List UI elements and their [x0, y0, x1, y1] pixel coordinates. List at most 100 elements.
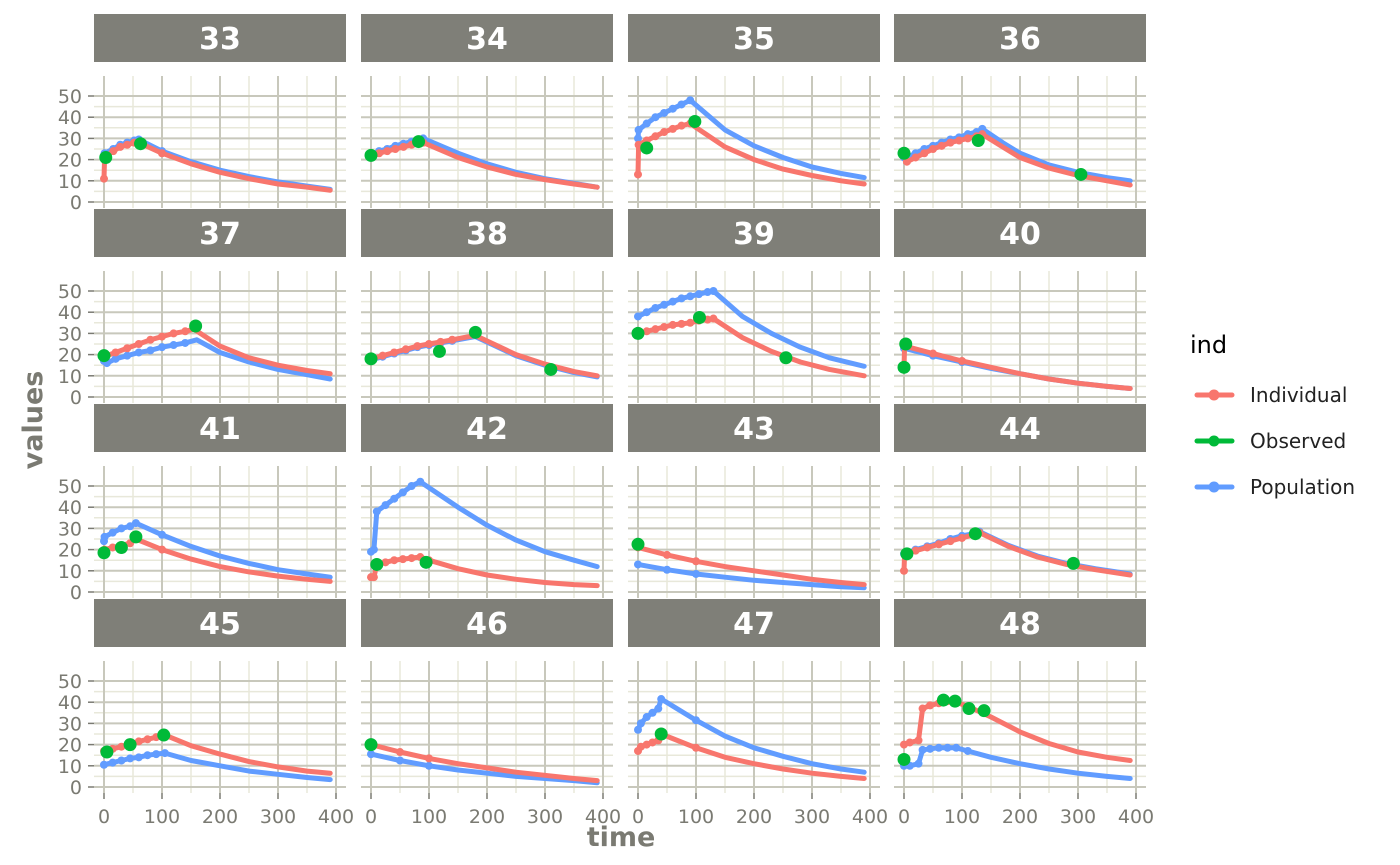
- population-point: [143, 751, 152, 760]
- facet-panel-38: 38: [361, 209, 613, 403]
- x-tick-label: 300: [260, 806, 296, 828]
- individual-point: [926, 701, 935, 710]
- facet-panel-46: 46 0 100 200 300 400: [361, 599, 621, 828]
- population-point: [634, 134, 642, 143]
- observed-point: [544, 362, 558, 376]
- x-tick-label: 300: [794, 806, 830, 828]
- facet-strip-label: 37: [199, 217, 241, 252]
- population-point: [642, 308, 651, 317]
- facet-strip: [628, 14, 880, 62]
- individual-point: [109, 147, 118, 156]
- individual-point: [117, 742, 126, 751]
- population-point: [918, 745, 927, 754]
- observed-point: [189, 319, 203, 333]
- individual-point: [108, 543, 117, 552]
- y-tick-label: 30: [58, 518, 82, 540]
- facet-strip-label: 43: [733, 412, 775, 447]
- y-tick-label: 10: [58, 756, 82, 778]
- facet-strip: [628, 404, 880, 452]
- individual-point: [396, 748, 404, 757]
- facet-panel-42: 42: [361, 404, 613, 598]
- population-point: [709, 287, 718, 295]
- population-point: [100, 532, 109, 541]
- population-point: [692, 569, 700, 578]
- individual-point: [668, 124, 677, 133]
- individual-point: [181, 327, 190, 336]
- individual-point: [660, 128, 669, 137]
- population-point: [117, 524, 126, 533]
- population-point: [648, 708, 657, 717]
- individual-point: [383, 147, 392, 156]
- population-point: [111, 354, 120, 363]
- population-point: [634, 560, 642, 569]
- population-point: [686, 96, 695, 105]
- individual-point: [642, 327, 651, 336]
- x-tick-label: 400: [318, 806, 354, 828]
- individual-line: [901, 343, 1133, 391]
- individual-point: [911, 153, 920, 162]
- legend: ind Individual Observed Population: [1190, 331, 1355, 499]
- individual-point: [709, 314, 718, 323]
- individual-point: [911, 546, 920, 555]
- y-tick-label: 40: [58, 302, 82, 324]
- individual-point: [692, 743, 700, 752]
- population-point: [663, 565, 671, 574]
- population-point: [108, 758, 117, 767]
- individual-point: [918, 704, 927, 713]
- y-tick-label: 10: [58, 366, 82, 388]
- individual-point: [900, 566, 908, 575]
- y-tick-label: 50: [58, 281, 82, 303]
- x-tick-label: 200: [469, 806, 505, 828]
- observed-point: [370, 557, 384, 571]
- observed-point: [948, 694, 962, 708]
- legend-label: Observed: [1250, 429, 1346, 453]
- population-point: [963, 746, 972, 755]
- y-tick-label: 50: [58, 671, 82, 693]
- observed-point: [631, 326, 645, 340]
- population-point: [131, 519, 140, 528]
- individual-point: [158, 332, 166, 341]
- facet-strip: [894, 599, 1146, 647]
- population-point: [634, 312, 642, 321]
- individual-line: [368, 742, 600, 784]
- facet-strip: [628, 209, 880, 257]
- individual-point: [369, 573, 378, 582]
- observed-point: [897, 752, 911, 766]
- individual-point: [399, 142, 408, 151]
- facet-strip: [894, 209, 1146, 257]
- y-tick-label: 40: [58, 692, 82, 714]
- y-tick-label: 30: [58, 713, 82, 735]
- population-point: [668, 297, 677, 306]
- observed-point: [900, 547, 914, 561]
- individual-point: [158, 149, 166, 158]
- population-line: [635, 561, 867, 591]
- population-point: [651, 113, 660, 122]
- facet-strip-label: 41: [199, 412, 241, 447]
- y-tick-label: 10: [58, 561, 82, 583]
- individual-point: [955, 136, 964, 145]
- observed-point: [468, 325, 482, 339]
- individual-point: [929, 145, 937, 153]
- x-tick-label: 0: [632, 806, 644, 828]
- y-tick-label: 0: [70, 582, 82, 604]
- individual-point: [914, 736, 923, 745]
- individual-point: [923, 543, 932, 552]
- observed-point: [364, 352, 378, 366]
- y-tick-label: 10: [58, 171, 82, 193]
- individual-point: [677, 319, 686, 328]
- x-tick-label: 200: [736, 806, 772, 828]
- population-point: [642, 119, 651, 128]
- observed-point: [123, 738, 137, 752]
- individual-point: [677, 121, 686, 130]
- facet-strip: [361, 14, 613, 62]
- observed-point: [971, 134, 985, 148]
- y-tick-label: 0: [70, 192, 82, 214]
- x-tick-label: 200: [1002, 806, 1038, 828]
- y-tick-label: 0: [70, 387, 82, 409]
- individual-point: [929, 349, 937, 358]
- individual-point: [692, 557, 700, 566]
- individual-point: [963, 134, 972, 143]
- legend-item-observed: Observed: [1194, 429, 1346, 453]
- legend-key-point: [1208, 389, 1220, 401]
- observed-point: [1074, 167, 1088, 181]
